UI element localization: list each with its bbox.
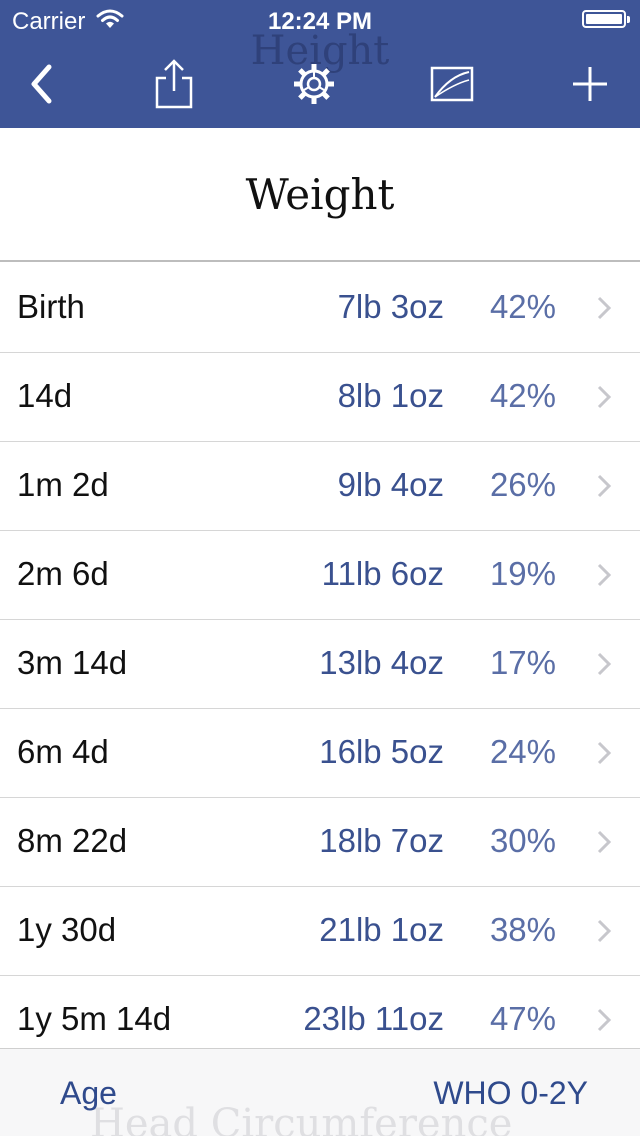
row-weight: 13lb 4oz	[319, 644, 444, 681]
share-icon	[155, 59, 193, 109]
row-age: 14d	[17, 377, 73, 414]
navigation-bar: Height Carrier 12:24 PM	[0, 0, 640, 128]
chevron-right-icon	[597, 919, 612, 943]
row-weight: 8lb 1oz	[337, 377, 444, 414]
table-row[interactable]: 1m 2d 9lb 4oz 26%	[0, 442, 640, 531]
bottom-toolbar: Head Circumference Age WHO 0-2Y	[0, 1048, 640, 1136]
row-percentile: 42%	[489, 377, 556, 414]
row-age: 1m 2d	[17, 466, 109, 503]
row-age: 1y 30d	[17, 911, 117, 948]
row-weight: 23lb 11oz	[303, 1000, 444, 1037]
add-button[interactable]	[562, 56, 618, 112]
carrier-label: Carrier	[12, 8, 86, 35]
back-button[interactable]	[14, 56, 70, 112]
table-row[interactable]: 8m 22d 18lb 7oz 30%	[0, 798, 640, 887]
row-weight: 9lb 4oz	[337, 466, 444, 503]
battery-icon	[582, 10, 630, 28]
row-age: 3m 14d	[17, 644, 128, 681]
age-button[interactable]: Age	[60, 1075, 117, 1111]
chart-button[interactable]	[424, 56, 480, 112]
plus-icon	[573, 67, 607, 101]
row-percentile: 19%	[489, 555, 556, 592]
back-chevron-icon	[31, 64, 52, 104]
wifi-icon	[96, 9, 124, 28]
chevron-right-icon	[597, 563, 612, 587]
who-chart-button[interactable]: WHO 0-2Y	[433, 1075, 588, 1111]
row-age: Birth	[17, 288, 85, 325]
ghost-title: Height	[250, 28, 390, 74]
chevron-right-icon	[597, 652, 612, 676]
row-age: 2m 6d	[17, 555, 109, 592]
row-weight: 16lb 5oz	[319, 733, 444, 770]
page-title: Weight	[245, 169, 395, 219]
row-percentile: 42%	[489, 288, 556, 325]
chevron-right-icon	[597, 385, 612, 409]
share-button[interactable]	[146, 56, 202, 112]
table-row[interactable]: 1y 30d 21lb 1oz 38%	[0, 887, 640, 976]
row-weight: 7lb 3oz	[337, 288, 444, 325]
gear-icon	[294, 64, 334, 104]
row-percentile: 17%	[489, 644, 556, 681]
row-weight: 18lb 7oz	[319, 822, 444, 859]
chart-icon	[430, 66, 474, 102]
row-age: 8m 22d	[17, 822, 128, 859]
table-row[interactable]: 3m 14d 13lb 4oz 17%	[0, 620, 640, 709]
status-bar: Carrier 12:24 PM	[0, 0, 640, 40]
page-header: Weight	[0, 128, 640, 262]
table-row[interactable]: 6m 4d 16lb 5oz 24%	[0, 709, 640, 798]
table-row[interactable]: 14d 8lb 1oz 42%	[0, 353, 640, 442]
table-row[interactable]: Birth 7lb 3oz 42%	[0, 264, 640, 353]
row-percentile: 24%	[489, 733, 556, 770]
chevron-right-icon	[597, 296, 612, 320]
status-time: 12:24 PM	[267, 8, 373, 35]
ghost-bottom-text: Head Circumference	[90, 1101, 513, 1136]
row-percentile: 30%	[489, 822, 556, 859]
row-age: 1y 5m 14d	[17, 1000, 172, 1037]
weight-list: Birth 7lb 3oz 42% 14d 8lb 1oz 42% 1m 2d …	[0, 264, 640, 1065]
row-percentile: 26%	[489, 466, 556, 503]
chevron-right-icon	[597, 741, 612, 765]
row-weight: 21lb 1oz	[319, 911, 444, 948]
table-row[interactable]: 2m 6d 11lb 6oz 19%	[0, 531, 640, 620]
row-percentile: 38%	[489, 911, 556, 948]
row-percentile: 47%	[489, 1000, 556, 1037]
settings-button[interactable]	[286, 56, 342, 112]
chevron-right-icon	[597, 830, 612, 854]
row-weight: 11lb 6oz	[321, 555, 444, 592]
row-age: 6m 4d	[17, 733, 109, 770]
chevron-right-icon	[597, 1008, 612, 1032]
chevron-right-icon	[597, 474, 612, 498]
